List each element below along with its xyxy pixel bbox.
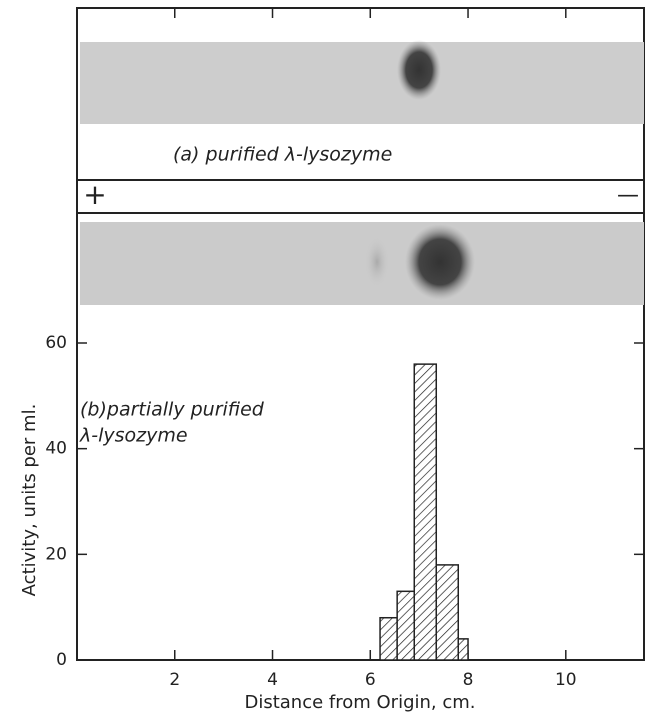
bar	[379, 616, 398, 661]
gel-band-b	[405, 224, 475, 300]
x-tick-label: 4	[267, 670, 278, 690]
y-tick-label: 40	[45, 439, 67, 459]
x-axis-label: Distance from Origin, cm.	[244, 692, 475, 713]
y-tick-label: 20	[45, 544, 67, 564]
bar	[435, 564, 460, 661]
minus-sign: —	[617, 183, 639, 208]
panel-b-label: λ-lysozyme	[79, 425, 188, 447]
gel-band-a	[397, 40, 441, 100]
x-tick-label: 2	[169, 670, 180, 690]
gel-strip-b	[80, 222, 644, 305]
panel-b-label: (b)partially purified	[80, 399, 265, 421]
x-tick-label: 10	[555, 670, 577, 690]
plus-sign: +	[83, 178, 106, 211]
frame	[76, 7, 645, 661]
y-tick-label: 0	[56, 650, 67, 670]
y-tick-label: 60	[45, 333, 67, 353]
panel-a-label: (a) purified λ-lysozyme	[173, 144, 392, 166]
bar	[396, 590, 416, 661]
bar	[457, 638, 469, 661]
x-tick-label: 8	[463, 670, 474, 690]
gel-strip-a	[80, 42, 644, 124]
x-tick-label: 6	[365, 670, 376, 690]
gel-band-faint	[365, 237, 389, 287]
y-axis-label: Activity, units per ml.	[19, 404, 40, 597]
bar	[413, 363, 438, 661]
